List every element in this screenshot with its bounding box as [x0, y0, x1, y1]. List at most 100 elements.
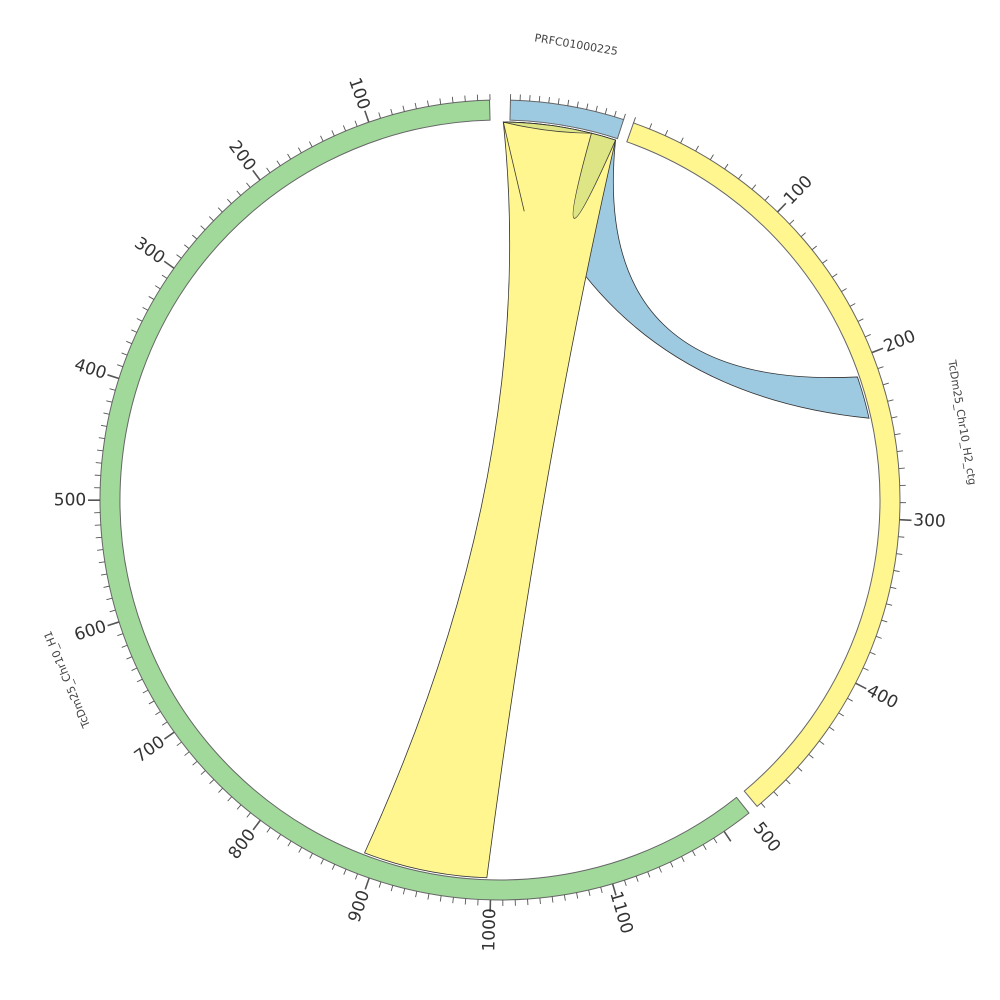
tick-label-h1: 300 — [131, 233, 169, 268]
tick-label-h1: 900 — [345, 888, 375, 925]
minor-tick — [464, 898, 467, 905]
minor-tick — [829, 726, 835, 731]
minor-tick — [97, 549, 104, 551]
minor-tick — [464, 95, 466, 102]
minor-tick — [600, 887, 603, 894]
major-tick — [107, 374, 120, 380]
major-tick — [611, 883, 617, 896]
tick-label-h1: 500 — [54, 490, 86, 510]
minor-tick — [209, 779, 215, 785]
minor-tick — [862, 667, 869, 671]
minor-tick — [623, 113, 626, 120]
minor-tick — [773, 791, 779, 797]
minor-tick — [154, 285, 161, 290]
minor-tick — [414, 102, 417, 109]
minor-tick — [227, 796, 233, 802]
minor-tick — [246, 182, 251, 188]
minor-tick — [891, 416, 898, 419]
minor-tick — [894, 433, 901, 436]
major-tick — [107, 621, 120, 627]
major-tick — [855, 682, 867, 690]
minor-tick — [331, 130, 335, 137]
minor-tick — [811, 245, 818, 251]
minor-tick — [847, 697, 853, 702]
major-tick — [871, 347, 884, 354]
minor-tick — [647, 871, 651, 878]
minor-tick — [148, 296, 155, 300]
minor-tick — [588, 889, 591, 897]
minor-tick — [427, 100, 429, 107]
minor-tick — [106, 597, 113, 601]
minor-tick — [136, 318, 143, 322]
minor-tick — [308, 141, 313, 148]
minor-tick — [664, 130, 669, 136]
minor-tick — [136, 678, 143, 683]
tick-label-h2: 300 — [913, 510, 946, 532]
minor-tick — [797, 766, 803, 772]
minor-tick — [192, 760, 198, 766]
minor-tick — [822, 259, 828, 264]
minor-tick — [176, 741, 182, 747]
minor-tick — [343, 869, 347, 875]
minor-tick — [539, 897, 541, 905]
minor-tick — [354, 120, 358, 127]
minor-tick — [266, 827, 271, 833]
minor-tick — [800, 232, 806, 238]
minor-tick — [877, 366, 884, 370]
minor-tick — [576, 892, 579, 899]
tick-label-h1: 100 — [344, 75, 374, 112]
minor-tick — [841, 288, 847, 293]
major-tick — [163, 731, 175, 740]
minor-tick — [100, 424, 107, 427]
minor-tick — [109, 609, 116, 613]
minor-tick — [881, 619, 888, 623]
major-tick — [252, 819, 261, 831]
minor-tick — [586, 103, 589, 110]
minor-tick — [789, 219, 795, 225]
minor-tick — [819, 740, 825, 745]
minor-tick — [142, 689, 149, 694]
minor-tick — [849, 303, 856, 307]
tick-label-h2: 400 — [863, 681, 901, 714]
minor-tick — [709, 154, 714, 160]
minor-tick — [390, 108, 393, 115]
minor-tick — [898, 536, 905, 538]
minor-tick — [236, 804, 242, 810]
minor-tick — [557, 98, 560, 105]
major-tick — [252, 169, 261, 181]
minor-tick — [218, 787, 223, 793]
chromosome-segment-prfc01000225 — [509, 99, 625, 140]
minor-tick — [236, 190, 242, 196]
minor-tick — [896, 553, 903, 555]
minor-tick — [155, 711, 161, 716]
minor-tick — [208, 216, 214, 222]
minor-tick — [614, 110, 617, 117]
chromosome-label-h1: TcDm25_Chr10_H1 — [41, 629, 93, 731]
minor-tick — [658, 866, 662, 873]
minor-tick — [595, 105, 598, 112]
minor-tick — [402, 105, 405, 112]
minor-tick — [538, 95, 541, 102]
minor-tick — [695, 145, 699, 152]
minor-tick — [131, 329, 138, 333]
minor-tick — [354, 873, 358, 880]
minor-tick — [320, 858, 324, 865]
minor-tick — [246, 812, 251, 818]
minor-tick — [320, 135, 324, 142]
minor-tick — [148, 700, 155, 705]
tick-label-h1: 800 — [225, 825, 260, 863]
minor-tick — [117, 633, 124, 637]
link-overlap — [502, 121, 617, 219]
links-layer — [363, 121, 870, 879]
minor-tick — [309, 853, 313, 859]
tick-label-h1: 700 — [131, 732, 169, 767]
tick-label-h2: 500 — [749, 819, 785, 857]
minor-tick — [548, 96, 550, 104]
minor-tick — [882, 382, 889, 386]
chromosome-label-h2: TcDm25_Chr10_H2_ctg — [945, 358, 979, 486]
minor-tick — [103, 585, 110, 588]
minor-tick — [121, 352, 128, 356]
minor-tick — [865, 334, 871, 338]
minor-tick — [604, 108, 608, 115]
minor-tick — [669, 861, 674, 868]
